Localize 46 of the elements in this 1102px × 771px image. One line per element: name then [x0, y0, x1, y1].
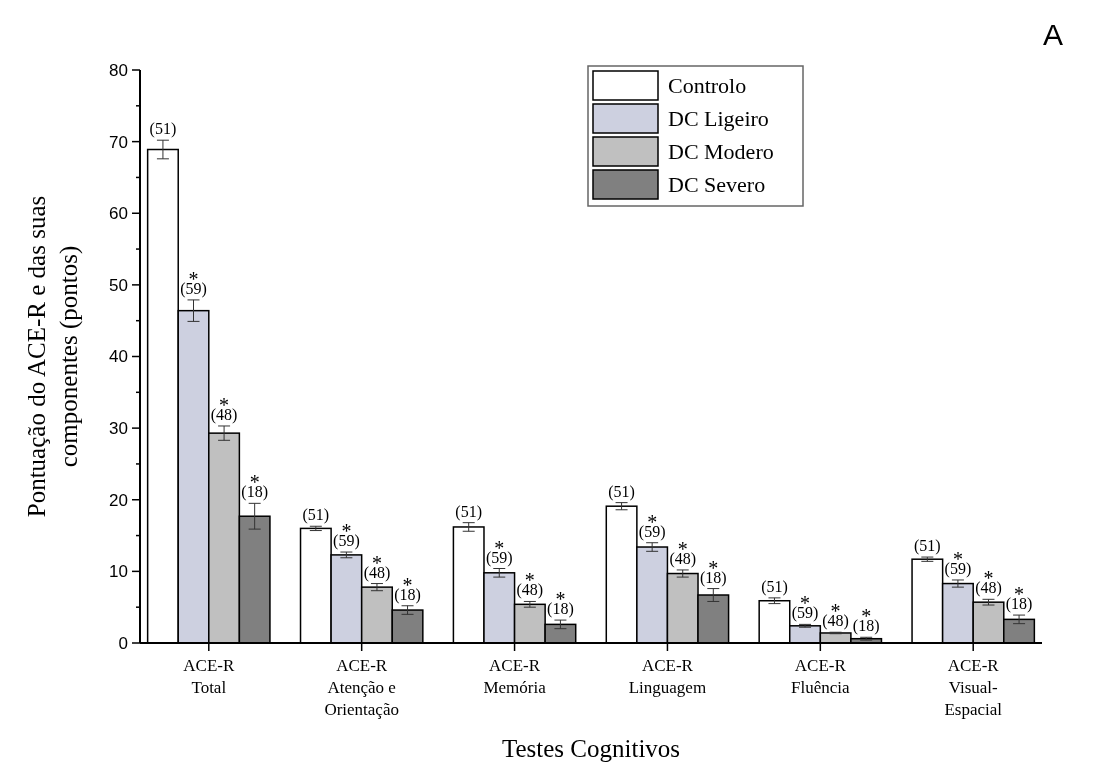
annotation: * (18)	[241, 471, 268, 502]
annotation: * (18)	[394, 573, 421, 604]
y-tick-label: 80	[109, 60, 128, 80]
annotation: * (59)	[333, 520, 360, 551]
legend-label: DC Severo	[668, 172, 766, 198]
annotation: (51)	[302, 506, 330, 525]
y-tick-label: 40	[109, 347, 128, 367]
y-tick-label: 70	[109, 132, 128, 152]
annotation: (51)	[149, 120, 177, 139]
annotation: * (48)	[363, 551, 391, 582]
x-axis-title: Testes Cognitivos	[501, 735, 681, 762]
x-tick-label: ACE-R Linguagem	[628, 656, 707, 697]
text: A	[1042, 18, 1063, 51]
legend-label: DC Ligeiro	[668, 106, 769, 132]
annotation: (51)	[455, 502, 483, 521]
annotation: (51)	[608, 482, 635, 501]
x-tick-label: ACE-R Visual- Espacial	[944, 656, 1003, 719]
annotation: * (59)	[638, 510, 666, 541]
x-tick-label: ACE-R Memória	[483, 656, 547, 697]
y-tick-label: 20	[109, 490, 128, 510]
annotation: * (18)	[699, 556, 727, 587]
annotation: * (48)	[210, 393, 238, 424]
annotation: * (48)	[669, 537, 697, 568]
annotation: * (59)	[944, 547, 972, 578]
x-tick-label: ACE-R Fluência	[791, 656, 851, 697]
annotation: * (48)	[516, 569, 544, 600]
y-axis-title: Pontuação do ACE-R e das suas componentes (pontos)	[23, 195, 83, 518]
y-tick-label: 10	[109, 562, 128, 582]
annotation: * (18)	[852, 605, 880, 636]
x-tick-label: ACE-R Total	[183, 656, 235, 697]
legend-label: DC Modero	[668, 139, 774, 165]
annotation: * (48)	[822, 600, 849, 631]
annotation: * (48)	[975, 567, 1002, 598]
legend-label: Controlo	[668, 73, 747, 99]
annotation: * (18)	[1005, 583, 1033, 614]
x-tick-label: ACE-R Atenção e Orientação	[324, 656, 399, 719]
y-tick-label: 0	[118, 633, 128, 653]
annotation: * (59)	[180, 267, 207, 298]
y-tick-label: 30	[109, 419, 128, 439]
annotation: (51)	[761, 577, 788, 596]
annotation: * (18)	[547, 588, 574, 619]
annotation: (51)	[914, 537, 941, 556]
annotation: * (59)	[791, 592, 819, 623]
y-tick-label: 50	[109, 275, 128, 295]
annotation: * (59)	[485, 536, 513, 567]
y-tick-label: 60	[109, 204, 128, 224]
